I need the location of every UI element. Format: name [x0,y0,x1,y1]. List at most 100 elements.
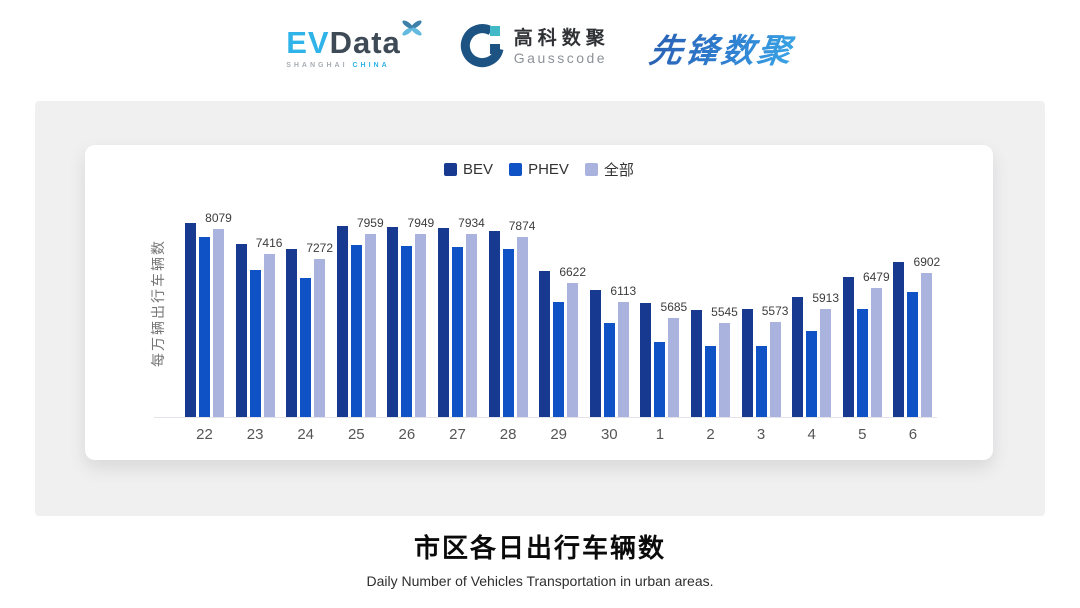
header: EVData SHANGHAI CHINA 高科数聚 Gausscod [0,0,1080,96]
x-tick-label-26: 26 [398,426,416,443]
bar-PHEV-2 [705,346,716,417]
bar-BEV-28 [488,231,500,417]
bar-BEV-23 [235,244,247,417]
bar-group-3: 5573 [741,145,788,417]
bar-BEV-30 [589,290,601,417]
bar-value-label-6: 6902 [913,255,941,269]
bar-BEV-6 [893,262,905,417]
bar-全部-5 [870,288,882,417]
bar-group-26: 7949 [387,145,434,417]
bar-全部-3 [769,322,781,417]
bar-group-27: 7934 [438,145,485,417]
chart-subtitle: Daily Number of Vehicles Transportation … [366,573,714,589]
x-tick-label-6: 6 [908,426,918,443]
bar-value-label-27: 7934 [458,216,485,230]
bar-PHEV-6 [907,292,919,417]
x-tick-label-2: 2 [706,426,715,443]
chart-card: BEV PHEV 全部 每万辆出行车辆数 8079 22 7416 23 7272 24 795… [85,145,993,460]
gausscode-logo: 高科数聚 Gausscode [459,23,610,74]
x-tick-label-5: 5 [858,426,867,443]
bar-BEV-24 [286,249,298,417]
bar-group-28: 7874 [488,145,535,417]
legend-item-PHEV[interactable]: PHEV [509,161,569,178]
bar-全部-26 [415,234,427,417]
bar-value-label-3: 5573 [761,304,789,318]
bar-全部-28 [516,237,528,417]
caption: 市区各日出行车辆数 Daily Number of Vehicles Trans… [0,528,1080,589]
bar-全部-6 [921,273,933,417]
chart-title: 市区各日出行车辆数 [413,533,666,563]
bar-全部-22 [213,229,224,417]
legend-label: PHEV [528,161,569,178]
bar-group-2: 5545 [691,145,738,417]
bar-PHEV-5 [856,309,868,417]
legend-swatch-BEV [444,163,458,176]
x-tick-label-25: 25 [347,426,365,443]
evdata-data-text: Data [329,25,401,60]
bar-全部-29 [567,283,579,417]
bar-BEV-1 [640,303,652,417]
x-tick-label-28: 28 [499,426,517,443]
bar-PHEV-26 [401,246,413,417]
legend-label: BEV [463,161,494,178]
x-tick-label-29: 29 [550,426,568,443]
bar-全部-1 [668,318,680,417]
bar-全部-24 [314,259,326,417]
legend-item-全部[interactable]: 全部 [584,159,634,180]
bar-全部-27 [466,234,477,417]
bar-group-23: 7416 [235,145,282,417]
x-tick-label-30: 30 [600,426,618,443]
bar-全部-4 [820,309,832,417]
x-tick-label-4: 4 [807,426,816,443]
bar-value-label-29: 6622 [559,265,587,279]
bar-PHEV-3 [755,346,767,417]
bar-group-30: 6113 [589,145,636,417]
plot-area: 每万辆出行车辆数 8079 22 7416 23 7272 24 7959 25 7949 26 7… [85,145,993,443]
bar-BEV-4 [792,297,804,417]
bar-PHEV-28 [502,249,514,417]
x-tick-label-24: 24 [297,426,315,443]
gausscode-g-icon [459,23,505,74]
bar-BEV-29 [539,271,551,417]
x-tick-label-27: 27 [449,426,466,443]
evdata-tagline-shanghai: SHANGHAI [286,62,348,69]
bar-value-label-4: 5913 [812,291,840,305]
bar-BEV-26 [387,227,399,417]
x-tick-label-23: 23 [246,426,264,443]
chart-legend: BEV PHEV 全部 [85,159,993,180]
bar-value-label-26: 7949 [407,216,435,230]
legend-label: 全部 [603,162,634,179]
x-tick-label-1: 1 [655,426,665,443]
x-tick-label-3: 3 [756,426,766,443]
legend-swatch-全部 [584,163,598,176]
bar-全部-2 [719,323,730,417]
bar-value-label-28: 7874 [508,219,536,233]
x-tick-label-22: 22 [196,426,213,443]
bar-BEV-22 [185,223,196,417]
chart-panel: BEV PHEV 全部 每万辆出行车辆数 8079 22 7416 23 7272 24 795… [35,101,1045,516]
bar-value-label-23: 7416 [255,236,283,250]
y-axis-title: 每万辆出行车辆数 [150,239,166,367]
bar-group-29: 6622 [539,145,586,417]
bar-value-label-24: 7272 [306,241,334,255]
bar-value-label-30: 6113 [610,284,637,298]
bar-全部-25 [364,234,376,417]
legend-item-BEV[interactable]: BEV [444,161,493,178]
bar-value-label-2: 5545 [711,305,738,319]
bar-group-6: 6902 [893,145,940,417]
legend-swatch-PHEV [509,163,523,176]
pioneer-logo: 先锋数聚 [646,24,797,72]
bar-group-22: 8079 [185,145,232,417]
bar-PHEV-29 [553,302,565,417]
evdata-ev-text: EV [286,25,330,60]
evdata-logo-text: EVData [286,27,401,58]
bar-PHEV-25 [350,245,362,417]
bar-PHEV-22 [199,237,210,417]
bar-全部-30 [617,302,629,417]
bar-全部-23 [263,254,275,417]
bar-BEV-27 [438,228,449,417]
bar-group-25: 7959 [336,145,384,417]
bar-group-4: 5913 [792,145,839,417]
evdata-propeller-icon [401,18,423,43]
bar-PHEV-1 [654,342,666,417]
